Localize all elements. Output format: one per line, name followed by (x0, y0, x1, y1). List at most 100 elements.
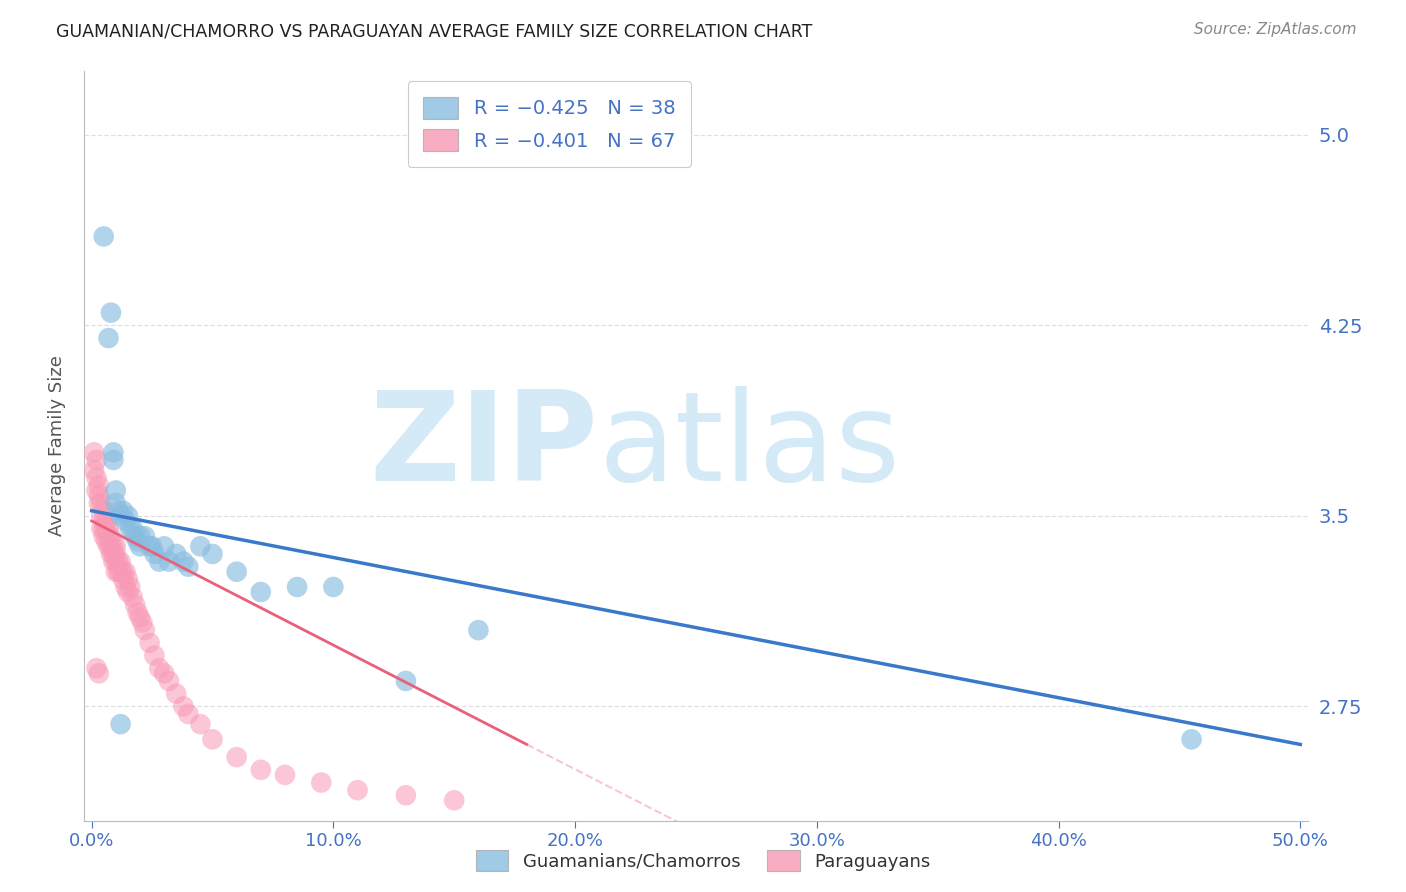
Point (86, 483, 108, 498)
Point (117, 572, 139, 586)
Point (1180, 732, 1202, 747)
Point (104, 496, 127, 510)
Point (87, 666, 110, 681)
Point (134, 623, 156, 637)
Point (129, 539, 152, 553)
Point (103, 539, 125, 553)
Point (322, 580, 344, 594)
Point (83, 463, 105, 477)
Point (225, 565, 247, 579)
Point (110, 508, 132, 523)
Point (100, 547, 122, 561)
Point (103, 547, 125, 561)
Point (129, 529, 152, 543)
Point (172, 699, 194, 714)
Point (87, 489, 110, 503)
Point (114, 565, 136, 579)
Point (143, 547, 166, 561)
Point (141, 539, 163, 553)
Text: ZIP: ZIP (370, 385, 598, 507)
Point (395, 789, 418, 803)
Point (157, 555, 180, 569)
Point (467, 623, 489, 637)
Point (104, 565, 127, 579)
Point (120, 522, 142, 536)
Point (117, 585, 139, 599)
Point (110, 565, 132, 579)
Point (93, 504, 115, 518)
Point (131, 615, 153, 630)
Point (107, 555, 129, 569)
Point (93, 229, 115, 244)
Point (129, 610, 152, 624)
Point (148, 661, 170, 675)
Point (97, 331, 120, 345)
Point (165, 687, 187, 701)
Point (94, 534, 117, 549)
Point (153, 539, 176, 553)
Point (104, 539, 127, 553)
Point (138, 636, 160, 650)
Legend: R = −0.425   N = 38, R = −0.401   N = 67: R = −0.425 N = 38, R = −0.401 N = 67 (408, 81, 690, 167)
Point (86, 471, 108, 485)
Point (107, 504, 129, 518)
Point (134, 529, 156, 543)
Point (97, 529, 120, 543)
Point (274, 768, 297, 782)
Point (177, 706, 200, 721)
Point (225, 750, 247, 764)
Point (148, 555, 170, 569)
Point (121, 522, 143, 536)
Point (124, 598, 146, 612)
Point (285, 580, 308, 594)
Point (100, 539, 122, 553)
Point (94, 514, 117, 528)
Point (124, 529, 146, 543)
Point (117, 508, 139, 523)
Point (100, 529, 122, 543)
Point (110, 555, 132, 569)
Point (250, 763, 273, 777)
Point (90, 508, 112, 523)
Point (114, 580, 136, 594)
Point (86, 661, 108, 675)
Point (83, 445, 105, 459)
Text: Source: ZipAtlas.com: Source: ZipAtlas.com (1194, 22, 1357, 37)
Point (157, 673, 180, 688)
Point (112, 504, 135, 518)
Point (177, 559, 200, 574)
Point (93, 529, 115, 543)
Point (443, 793, 465, 807)
Point (97, 522, 120, 536)
Legend: Guamanians/Chamorros, Paraguayans: Guamanians/Chamorros, Paraguayans (468, 843, 938, 879)
Point (395, 673, 418, 688)
Point (97, 539, 120, 553)
Point (104, 483, 127, 498)
Point (250, 585, 273, 599)
Point (94, 522, 117, 536)
Point (127, 534, 149, 549)
Point (153, 666, 176, 681)
Point (93, 522, 115, 536)
Point (346, 783, 368, 797)
Point (93, 514, 115, 528)
Point (138, 539, 160, 553)
Point (90, 496, 112, 510)
Point (100, 306, 122, 320)
Text: GUAMANIAN/CHAMORRO VS PARAGUAYAN AVERAGE FAMILY SIZE CORRELATION CHART: GUAMANIAN/CHAMORRO VS PARAGUAYAN AVERAGE… (56, 22, 813, 40)
Point (201, 732, 224, 747)
Point (112, 565, 135, 579)
Point (103, 555, 125, 569)
Point (127, 606, 149, 620)
Point (90, 522, 112, 536)
Point (172, 555, 194, 569)
Point (112, 572, 135, 586)
Point (104, 547, 127, 561)
Point (114, 514, 136, 528)
Point (103, 453, 125, 467)
Point (190, 539, 212, 553)
Text: atlas: atlas (598, 385, 900, 507)
Point (190, 717, 212, 731)
Point (201, 547, 224, 561)
Point (309, 775, 332, 789)
